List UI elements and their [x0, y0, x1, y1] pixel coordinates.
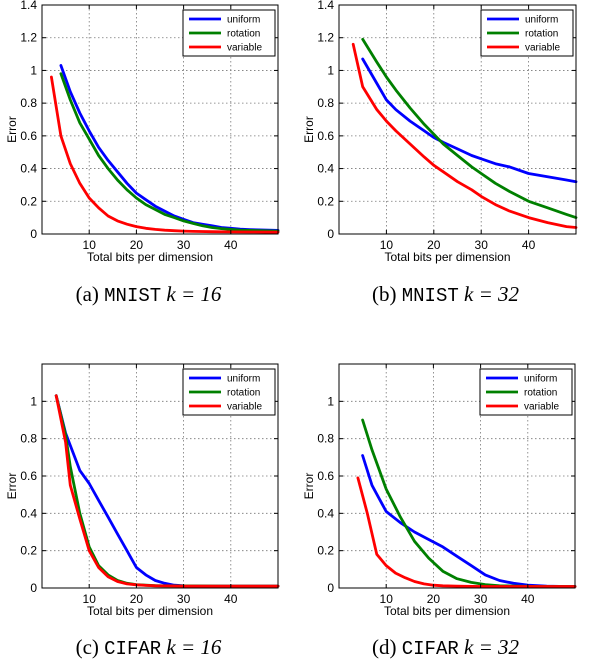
series-line-uniform — [361, 57, 578, 184]
caption-a: (a) MNIST k = 16 — [0, 282, 297, 307]
x-tick-label: 30 — [475, 238, 489, 252]
x-tick-label: 30 — [177, 592, 191, 606]
caption-math: k = 16 — [166, 635, 222, 659]
x-tick-label: 10 — [380, 238, 394, 252]
x-tick-label: 10 — [83, 238, 97, 252]
y-axis-label: Error — [5, 473, 19, 500]
y-tick-label: 1 — [327, 63, 334, 77]
y-tick-label: 0.4 — [317, 162, 334, 176]
y-tick-label: 0.8 — [20, 96, 37, 110]
legend-label-rotation: rotation — [227, 388, 260, 399]
x-tick-label: 20 — [427, 238, 441, 252]
caption-label: (c) — [75, 635, 99, 659]
caption-label: (b) — [371, 282, 397, 306]
series-line-rotation — [361, 418, 577, 588]
y-tick-label: 1 — [30, 394, 37, 408]
y-tick-label: 0.8 — [317, 432, 334, 446]
caption-label: (a) — [75, 282, 99, 306]
y-tick-label: 0.6 — [317, 129, 334, 143]
caption-dataset: MNIST — [401, 285, 459, 307]
y-tick-label: 0.2 — [20, 544, 37, 558]
y-tick-label: 0.6 — [317, 469, 334, 483]
x-tick-label: 40 — [224, 592, 238, 606]
x-tick-label: 40 — [224, 238, 238, 252]
chart-svg-c: 10 20 30 40 0 0.2 0.4 0.6 0.8 1 Total bits per dim… — [5, 363, 280, 618]
legend-label-variable: variable — [227, 43, 262, 54]
caption-math: k = 16 — [166, 282, 222, 306]
caption-b: (b) MNIST k = 32 — [297, 282, 594, 307]
y-tick-label: 0.2 — [317, 194, 334, 208]
x-tick-label: 30 — [474, 592, 488, 606]
legend-label-variable: variable — [525, 43, 560, 54]
y-tick-label: 0.4 — [20, 506, 37, 520]
y-tick-label: 0 — [327, 227, 334, 241]
series-line-rotation — [361, 37, 578, 220]
caption-dataset: CIFAR — [401, 638, 459, 660]
x-tick-label: 20 — [427, 592, 441, 606]
legend-label-rotation: rotation — [227, 29, 260, 40]
legend-label-variable: variable — [524, 402, 559, 413]
caption-math: k = 32 — [464, 635, 519, 659]
series-line-variable — [351, 42, 578, 229]
caption-label: (d) — [371, 635, 397, 659]
caption-math: k = 32 — [464, 282, 519, 306]
x-tick-label: 30 — [177, 238, 191, 252]
x-tick-label: 20 — [130, 238, 144, 252]
y-tick-label: 0.4 — [317, 506, 334, 520]
series-line-variable — [50, 75, 280, 234]
chart-panel-c: 10 20 30 40 0 0.2 0.4 0.6 0.8 1 Total bits per dim… — [0, 331, 297, 662]
caption-dataset: MNIST — [104, 285, 162, 307]
chart-svg-b: 10 20 30 40 0 0.2 0.4 0.6 0.8 1 1.2 1.4 Total bits p… — [302, 0, 578, 264]
y-tick-label: 0.4 — [20, 162, 37, 176]
axes-frame — [338, 4, 577, 235]
y-tick-label: 1 — [30, 63, 37, 77]
y-tick-label: 1 — [327, 394, 334, 408]
chart-svg-a: 10 20 30 40 0 0.2 0.4 0.6 0.8 1 1.2 1.4 Total bits p… — [5, 0, 280, 264]
axes-frame — [41, 4, 279, 235]
caption-d: (d) CIFAR k = 32 — [297, 635, 594, 660]
y-tick-label: 0.6 — [20, 469, 37, 483]
series-line-rotation — [59, 72, 280, 233]
y-tick-label: 0.2 — [317, 544, 334, 558]
legend-label-uniform: uniform — [524, 374, 557, 385]
y-tick-label: 0 — [30, 227, 37, 241]
x-tick-label: 10 — [380, 592, 394, 606]
y-tick-label: 0.8 — [20, 432, 37, 446]
y-tick-label: 0 — [30, 581, 37, 595]
legend-label-uniform: uniform — [227, 374, 260, 385]
y-tick-label: 0.8 — [317, 96, 334, 110]
x-axis-label: Total bits per dimension — [384, 604, 510, 618]
chart-panel-b: 10 20 30 40 0 0.2 0.4 0.6 0.8 1 1.2 1.4 Total bits p… — [297, 0, 594, 331]
y-tick-label: 1.4 — [20, 0, 37, 12]
series-line-variable — [54, 394, 280, 588]
y-tick-label: 0 — [327, 581, 334, 595]
x-tick-label: 20 — [130, 592, 144, 606]
x-tick-label: 10 — [83, 592, 97, 606]
y-axis-label: Error — [5, 116, 19, 143]
x-tick-label: 40 — [522, 238, 536, 252]
legend-label-uniform: uniform — [525, 15, 558, 26]
x-axis-label: Total bits per dimension — [87, 604, 213, 618]
y-tick-label: 1.2 — [20, 31, 37, 45]
x-axis-label: Total bits per dimension — [384, 250, 510, 264]
y-axis-label: Error — [302, 116, 316, 143]
caption-c: (c) CIFAR k = 16 — [0, 635, 297, 660]
y-tick-label: 1.4 — [317, 0, 334, 12]
chart-panel-d: 10 20 30 40 0 0.2 0.4 0.6 0.8 1 Total bits per dim… — [297, 331, 594, 662]
series-line-variable — [356, 476, 577, 588]
x-axis-label: Total bits per dimension — [87, 250, 213, 264]
x-tick-label: 40 — [521, 592, 535, 606]
legend-label-uniform: uniform — [227, 15, 260, 26]
chart-panel-a: 10 20 30 40 0 0.2 0.4 0.6 0.8 1 1.2 1.4 Total bits p… — [0, 0, 297, 331]
series-line-uniform — [361, 454, 577, 588]
y-tick-label: 0.2 — [20, 194, 37, 208]
chart-svg-d: 10 20 30 40 0 0.2 0.4 0.6 0.8 1 Total bits per dim… — [302, 363, 577, 618]
y-tick-label: 1.2 — [317, 31, 334, 45]
caption-dataset: CIFAR — [104, 638, 162, 660]
y-tick-label: 0.6 — [20, 129, 37, 143]
legend-label-rotation: rotation — [524, 388, 557, 399]
y-axis-label: Error — [302, 473, 316, 500]
legend-label-rotation: rotation — [525, 29, 558, 40]
legend-label-variable: variable — [227, 402, 262, 413]
